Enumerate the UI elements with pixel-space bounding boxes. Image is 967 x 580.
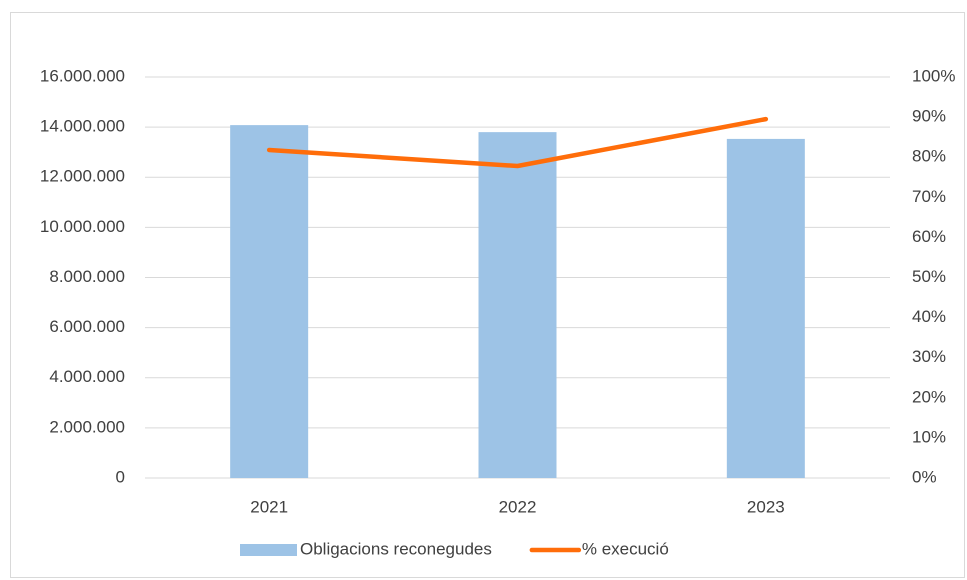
y2-tick-label: 100% xyxy=(912,66,955,85)
y-tick-label: 8.000.000 xyxy=(49,267,125,286)
y-tick-label: 10.000.000 xyxy=(40,217,125,236)
legend-label: % execució xyxy=(582,539,669,558)
bar xyxy=(230,125,309,479)
bar xyxy=(478,132,557,478)
y2-tick-label: 80% xyxy=(912,147,946,166)
legend-label: Obligacions reconegudes xyxy=(300,539,492,558)
y-tick-label: 2.000.000 xyxy=(49,417,125,436)
y-tick-label: 12.000.000 xyxy=(40,167,125,186)
y-tick-label: 0 xyxy=(116,467,125,486)
y2-tick-label: 70% xyxy=(912,187,946,206)
y-tick-label: 14.000.000 xyxy=(40,117,125,136)
y-tick-label: 16.000.000 xyxy=(40,66,125,85)
bar xyxy=(726,138,805,479)
x-tick-label: 2022 xyxy=(499,497,537,516)
x-tick-label: 2023 xyxy=(747,497,785,516)
y-tick-label: 4.000.000 xyxy=(49,367,125,386)
y2-tick-label: 30% xyxy=(912,347,946,366)
y2-tick-label: 40% xyxy=(912,307,946,326)
y2-tick-label: 10% xyxy=(912,427,946,446)
x-tick-label: 2021 xyxy=(250,497,288,516)
y2-tick-label: 0% xyxy=(912,467,937,486)
y2-tick-label: 20% xyxy=(912,387,946,406)
y2-tick-label: 90% xyxy=(912,107,946,126)
y-tick-label: 6.000.000 xyxy=(49,317,125,336)
y2-tick-label: 60% xyxy=(912,227,946,246)
legend-swatch xyxy=(240,544,297,556)
y2-tick-label: 50% xyxy=(912,267,946,286)
line xyxy=(266,116,769,169)
